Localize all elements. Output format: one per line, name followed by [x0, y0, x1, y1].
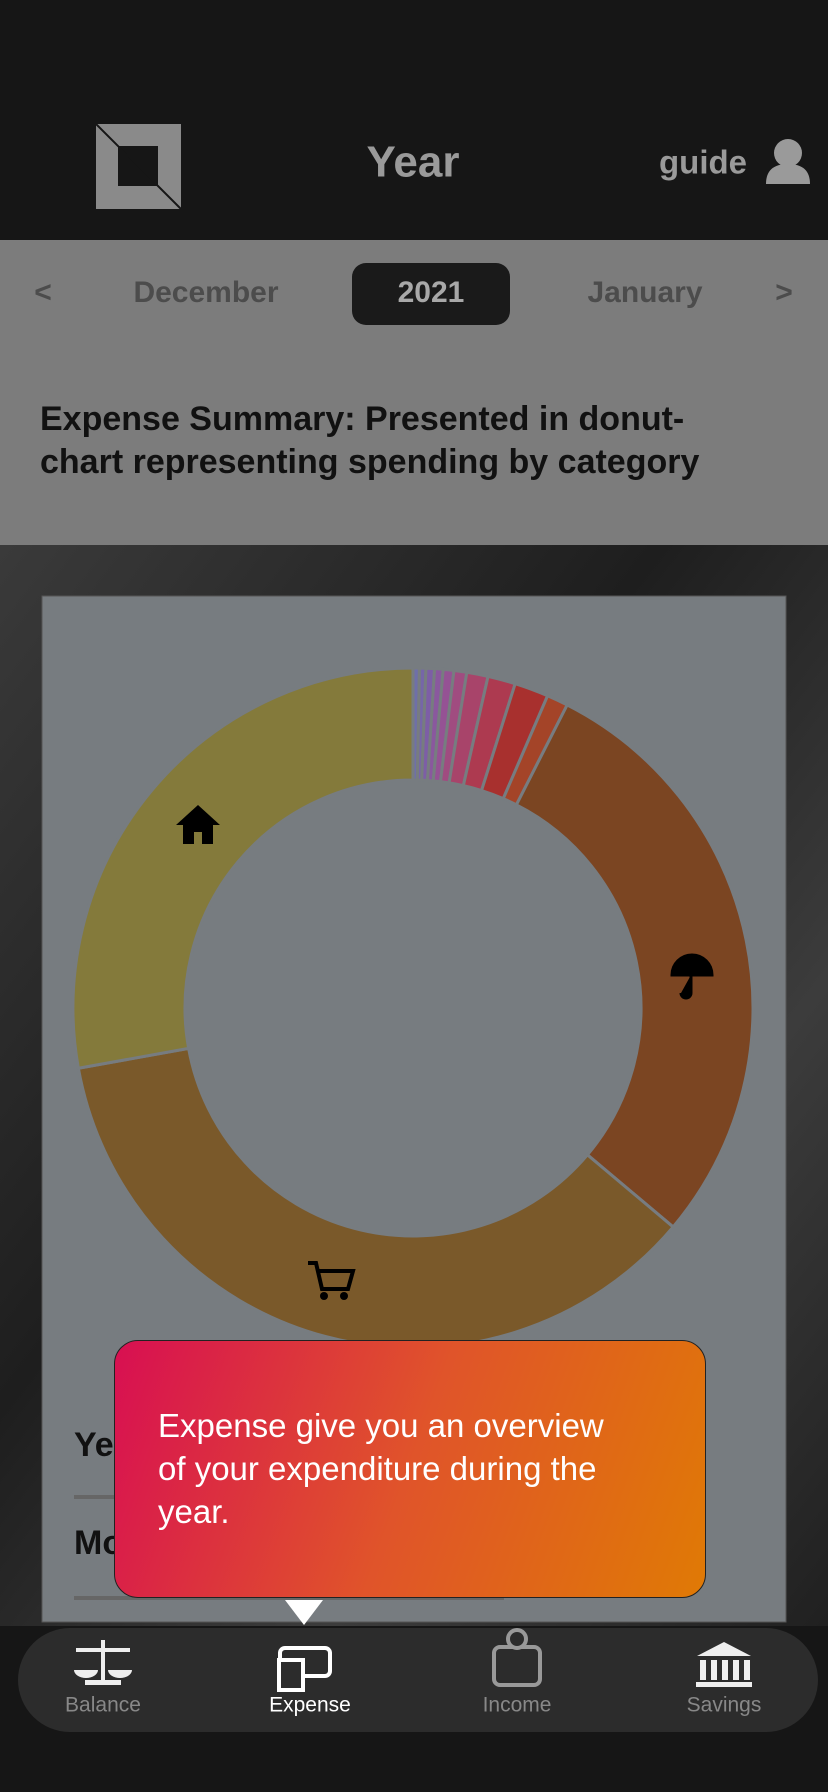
next-month[interactable]: January [587, 276, 702, 309]
tab-label[interactable]: Expense [269, 1694, 351, 1717]
tooltip-text: Expense give you an overview of your exp… [158, 1407, 604, 1530]
tab-label[interactable]: Savings [687, 1694, 762, 1717]
umbrella-icon [670, 953, 714, 1000]
summary-heading: Expense Summary: Presented in donut-char… [40, 400, 700, 481]
year[interactable]: 2021 [398, 276, 465, 309]
tooltip[interactable] [114, 1340, 706, 1598]
donut-segment[interactable] [71, 666, 415, 1070]
cart-icon [308, 1261, 356, 1291]
logo [95, 123, 182, 210]
next-button[interactable]: > [775, 276, 793, 309]
tab-icons [74, 1628, 752, 1692]
home-icon [176, 805, 220, 844]
tooltip-pointer [285, 1600, 323, 1625]
category-icons [176, 805, 714, 1300]
donut-segment[interactable] [514, 702, 755, 1230]
previous-month[interactable]: December [133, 276, 278, 309]
user-name[interactable]: guide [659, 144, 747, 181]
tab-label[interactable]: Balance [65, 1694, 141, 1717]
donut [71, 666, 755, 1350]
tab-bar [18, 1628, 818, 1732]
income-icon [492, 1628, 542, 1687]
page-title: Year [367, 138, 460, 187]
tab-label[interactable]: Income [483, 1694, 552, 1717]
user-icon[interactable] [766, 139, 810, 184]
expense-icon [277, 1646, 332, 1692]
prev-button[interactable]: < [34, 276, 52, 309]
savings-icon [696, 1642, 752, 1687]
year-pill[interactable] [352, 263, 510, 325]
balance-icon [74, 1640, 132, 1685]
